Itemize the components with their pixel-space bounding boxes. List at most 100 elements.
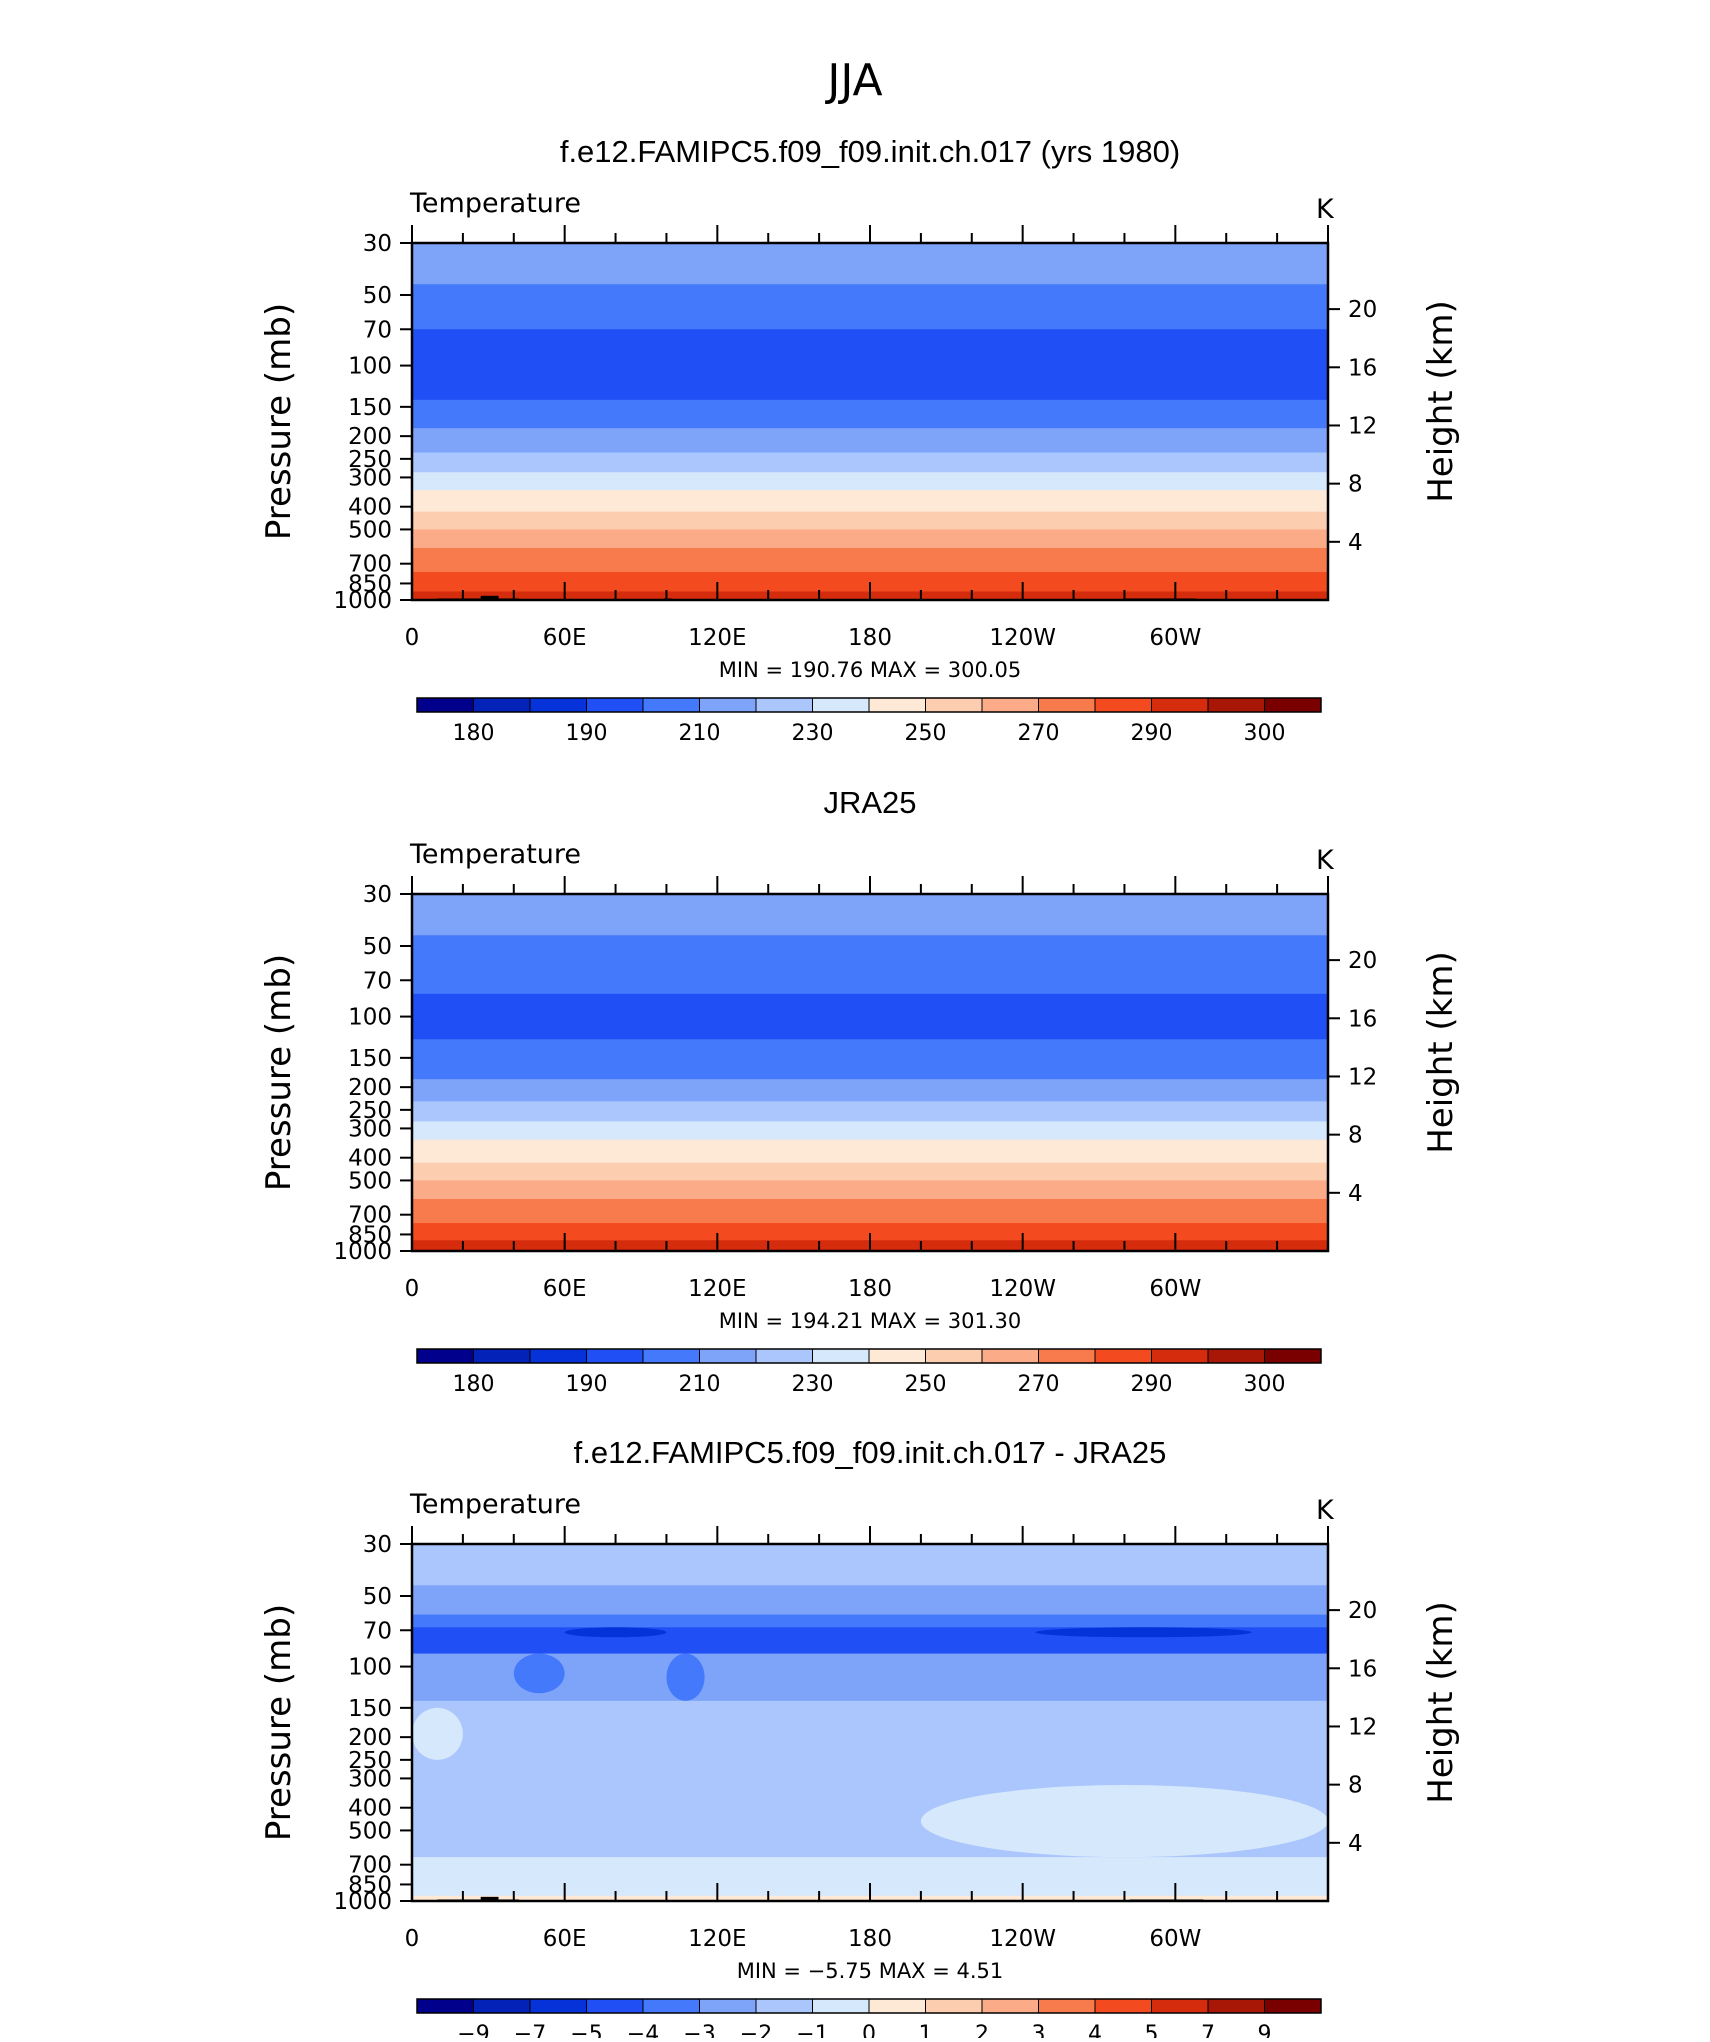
- lon-tick-label: 60E: [543, 625, 587, 651]
- pressure-tick-label: 850: [348, 1872, 392, 1898]
- colorbar-label: 290: [1131, 721, 1173, 746]
- colorbar-swatch: [416, 1348, 474, 1364]
- pressure-tick-label: 850: [348, 571, 392, 597]
- units-label: K: [1316, 194, 1335, 225]
- contour-band: [412, 1544, 1328, 1586]
- colorbar-swatch: [1094, 1348, 1152, 1364]
- contour-band: [412, 894, 1328, 936]
- pressure-tick-label: 70: [363, 968, 392, 994]
- panel-3: f.e12.FAMIPC5.f09_f09.init.ch.017 - JRA2…: [259, 1435, 1461, 2042]
- colorbar-swatch: [1038, 1998, 1096, 2014]
- colorbar-label: 9: [1258, 2022, 1272, 2038]
- colorbar: 180 190 210 230 250 270 290 300: [416, 697, 1322, 746]
- panel-1: f.e12.FAMIPC5.f09_f09.init.ch.017 (yrs 1…: [259, 134, 1461, 746]
- pressure-tick-label: 250: [348, 447, 392, 473]
- colorbar-label: 190: [566, 721, 608, 746]
- contour-band: [412, 329, 1328, 401]
- colorbar-swatch: [981, 1348, 1039, 1364]
- colorbar-swatch: [812, 1348, 870, 1364]
- contour-band: [412, 1101, 1328, 1122]
- pressure-tick-label: 500: [348, 1818, 392, 1844]
- pressure-tick-label: 30: [363, 1532, 392, 1558]
- height-tick-label: 4: [1348, 1831, 1363, 1857]
- height-tick-label: 16: [1348, 355, 1377, 381]
- panel-title: f.e12.FAMIPC5.f09_f09.init.ch.017 - JRA2…: [574, 1435, 1167, 1470]
- colorbar-label: 230: [792, 1372, 834, 1397]
- lon-tick-label: 60W: [1149, 1926, 1201, 1952]
- units-label: K: [1316, 845, 1335, 876]
- panel-title: f.e12.FAMIPC5.f09_f09.init.ch.017 (yrs 1…: [560, 134, 1180, 169]
- pressure-tick-label: 150: [348, 395, 392, 421]
- colorbar-swatch: [755, 1348, 813, 1364]
- pressure-tick-label: 250: [348, 1748, 392, 1774]
- pressure-tick-label: 400: [348, 1796, 392, 1822]
- colorbar-label: −3: [683, 2022, 715, 2038]
- colorbar-swatch: [1038, 697, 1096, 713]
- contour-feature: [564, 1627, 667, 1638]
- pressure-tick-label: 100: [348, 1655, 392, 1681]
- pressure-tick-label: 300: [348, 1116, 392, 1142]
- colorbar-label: 190: [566, 1372, 608, 1397]
- colorbar-label: −5: [570, 2022, 602, 2038]
- contour-band: [412, 428, 1328, 454]
- colorbar-label: −4: [627, 2022, 659, 2038]
- colorbar-label: 250: [905, 721, 947, 746]
- colorbar-label: −1: [796, 2022, 828, 2038]
- colorbar-swatch: [1264, 697, 1322, 713]
- lon-tick-label: 180: [848, 1926, 892, 1952]
- pressure-tick-label: 700: [348, 1203, 392, 1229]
- colorbar-swatch: [416, 697, 474, 713]
- variable-label: Temperature: [409, 839, 581, 870]
- colorbar-swatch: [755, 1998, 813, 2014]
- height-tick-label: 20: [1348, 297, 1377, 323]
- colorbar-swatch: [699, 1998, 757, 2014]
- panel-2: JRA25 Temperature K 30507010015020025030…: [259, 785, 1461, 1397]
- pressure-tick-label: 50: [363, 1584, 392, 1610]
- pressure-tick-label: 1000: [333, 1889, 392, 1915]
- contour-band: [412, 1121, 1328, 1141]
- pressure-tick-label: 250: [348, 1098, 392, 1124]
- colorbar-swatch: [1264, 1348, 1322, 1364]
- lon-tick-label: 60E: [543, 1926, 587, 1952]
- colorbar-label: 210: [679, 721, 721, 746]
- pressure-tick-label: 70: [363, 317, 392, 343]
- y-axis-title: Pressure (mb): [259, 1604, 299, 1841]
- colorbar-label: −9: [457, 2022, 489, 2038]
- colorbar-swatch: [416, 1998, 474, 2014]
- pressure-tick-label: 1000: [333, 1239, 392, 1265]
- colorbar-frame: [416, 697, 1322, 713]
- colorbar-swatch: [1207, 1998, 1265, 2014]
- colorbar-swatch: [529, 1998, 587, 2014]
- colorbar-label: 230: [792, 721, 834, 746]
- colorbar: −9 −7 −5 −4 −3 −2 −1 0 1 2 3 4 5 7 9: [416, 1998, 1322, 2042]
- pressure-tick-label: 500: [348, 1168, 392, 1194]
- min-max-stats: MIN = −5.75 MAX = 4.51: [737, 1959, 1004, 1983]
- colorbar-swatch: [1207, 697, 1265, 713]
- height-tick-label: 4: [1348, 530, 1363, 556]
- colorbar-swatch: [981, 697, 1039, 713]
- lon-tick-label: 120E: [688, 1276, 746, 1302]
- height-tick-label: 16: [1348, 1656, 1377, 1682]
- units-label: K: [1316, 1495, 1335, 1526]
- lon-tick-label: 120E: [688, 625, 746, 651]
- colorbar-swatch: [699, 1348, 757, 1364]
- colorbar-swatch: [699, 697, 757, 713]
- height-tick-label: 12: [1348, 1714, 1377, 1740]
- colorbar-label: 5: [1145, 2022, 1159, 2038]
- colorbar-label: 0: [862, 2022, 876, 2038]
- pressure-tick-label: 500: [348, 517, 392, 543]
- colorbar-swatch: [755, 697, 813, 713]
- contour-band: [412, 399, 1328, 429]
- colorbar-swatch: [925, 697, 983, 713]
- contour-band: [412, 1079, 1328, 1102]
- colorbar-swatch: [1151, 697, 1209, 713]
- lon-tick-label: 60W: [1149, 1276, 1201, 1302]
- lon-tick-label: 120W: [989, 625, 1056, 651]
- lon-tick-label: 120W: [989, 1276, 1056, 1302]
- colorbar-frame: [416, 1348, 1322, 1364]
- height-tick-label: 16: [1348, 1006, 1377, 1032]
- contour-band: [412, 1198, 1328, 1224]
